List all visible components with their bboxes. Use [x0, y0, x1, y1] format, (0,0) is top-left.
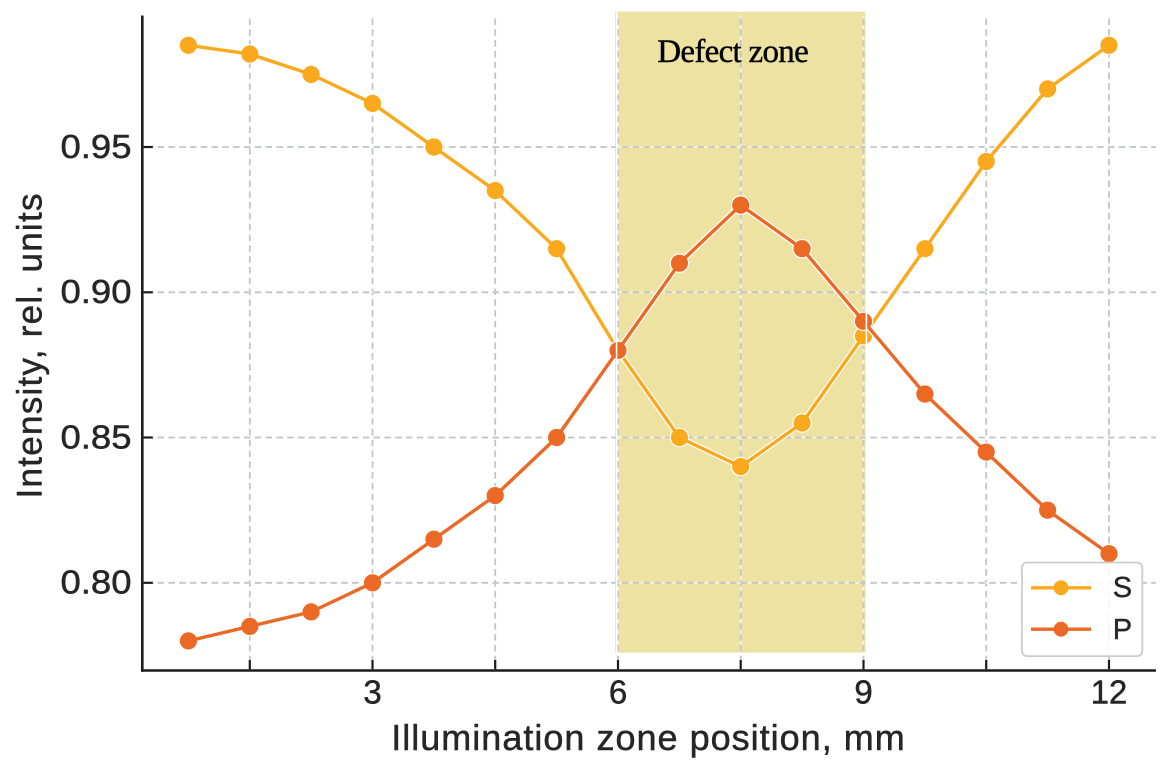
svg-text:6: 6: [609, 674, 627, 711]
svg-text:0.80: 0.80: [61, 564, 132, 601]
svg-text:12: 12: [1091, 674, 1128, 711]
svg-text:3: 3: [363, 674, 381, 711]
svg-text:Intensity, rel. units: Intensity, rel. units: [11, 194, 50, 499]
svg-text:P: P: [1113, 614, 1132, 646]
svg-text:Illumination zone position, mm: Illumination zone position, mm: [391, 717, 905, 758]
svg-text:0.95: 0.95: [61, 128, 132, 165]
svg-text:0.90: 0.90: [61, 273, 132, 310]
svg-text:Defect zone: Defect zone: [657, 34, 809, 70]
svg-text:9: 9: [854, 674, 872, 711]
svg-text:0.85: 0.85: [61, 418, 132, 455]
svg-text:S: S: [1113, 572, 1132, 604]
